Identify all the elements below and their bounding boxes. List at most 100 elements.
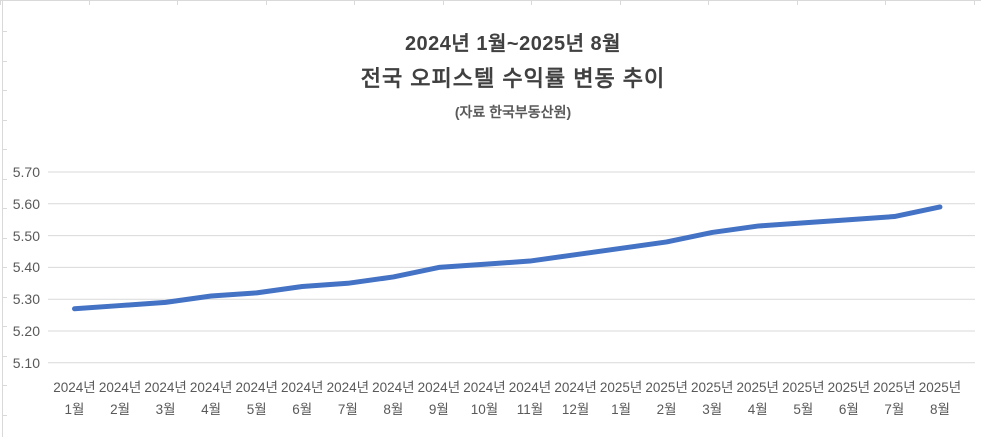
chart-source-note: (자료 한국부동산원) xyxy=(454,104,572,120)
x-axis-label-month: 4월 xyxy=(747,402,768,417)
x-axis-label: 2025년 4월 xyxy=(732,377,784,421)
worksheet-left-edge-gridline xyxy=(2,0,7,437)
worksheet-row-tick xyxy=(2,61,7,62)
x-axis-label: 2024년 12월 xyxy=(550,377,602,421)
worksheet-row-tick xyxy=(2,120,7,121)
x-axis-label-year: 2024년 xyxy=(508,380,552,395)
worksheet-row-tick xyxy=(2,415,7,416)
x-axis-label-month: 1월 xyxy=(611,402,632,417)
x-axis-label: 2025년 5월 xyxy=(777,377,829,421)
worksheet-top-edge-gridline xyxy=(0,0,981,5)
x-axis-label-month: 8월 xyxy=(383,402,404,417)
x-axis-label-month: 10월 xyxy=(470,402,499,417)
worksheet-column-tick xyxy=(974,0,975,5)
x-axis-label-month: 2월 xyxy=(656,402,677,417)
x-axis-label-month: 5월 xyxy=(793,402,814,417)
worksheet-column-tick xyxy=(89,0,90,5)
x-axis-label: 2025년 7월 xyxy=(868,377,920,421)
x-axis-label-year: 2025년 xyxy=(873,380,916,395)
x-axis-label-month: 2월 xyxy=(110,402,131,417)
y-axis-tick-label: 5.20 xyxy=(12,323,40,339)
y-axis-tick-label: 5.70 xyxy=(12,164,40,180)
chart-title-period: 2024년 1월~2025년 8월 xyxy=(404,33,622,55)
y-axis-tick-label: 5.10 xyxy=(12,354,40,371)
worksheet-row-tick xyxy=(2,31,7,32)
x-axis-label-month: 9월 xyxy=(428,402,449,417)
x-axis-label-year: 2024년 xyxy=(53,380,96,395)
worksheet-column-tick xyxy=(177,0,178,5)
x-axis-label-year: 2024년 xyxy=(189,380,233,395)
worksheet-column-tick xyxy=(266,0,267,5)
x-axis-label-year: 2024년 xyxy=(417,380,461,395)
x-axis-label-month: 1월 xyxy=(64,402,85,417)
x-axis-label: 2024년 5월 xyxy=(231,377,283,421)
x-axis-label: 2025년 2월 xyxy=(641,377,693,421)
x-axis-label-month: 7월 xyxy=(337,402,358,417)
x-axis-label-month: 6월 xyxy=(838,402,859,417)
gridlines xyxy=(48,171,975,364)
x-axis-label-year: 2025년 xyxy=(645,380,688,395)
x-axis-label-month: 4월 xyxy=(201,402,222,417)
y-axis-tick-label: 5.50 xyxy=(12,227,40,244)
x-axis-label: 2024년 7월 xyxy=(322,377,374,421)
worksheet-column-tick xyxy=(354,0,355,5)
worksheet-column-tick xyxy=(708,0,709,5)
x-axis-label-year: 2024년 xyxy=(554,380,597,395)
worksheet-row-tick xyxy=(2,356,7,357)
worksheet-column-tick xyxy=(797,0,798,5)
x-axis-label-month: 5월 xyxy=(246,402,267,417)
x-axis-label-year: 2024년 xyxy=(144,380,187,395)
x-axis-label: 2024년 1월 xyxy=(49,377,101,421)
x-axis-label: 2025년 3월 xyxy=(686,377,738,421)
x-axis-label-year: 2024년 xyxy=(98,380,142,395)
x-axis-label-month: 3월 xyxy=(702,402,723,417)
x-axis-label-month: 8월 xyxy=(929,402,950,417)
chart-title-main: 전국 오피스텔 수익률 변동 추이 xyxy=(360,66,666,91)
x-axis-label-year: 2025년 xyxy=(736,380,779,395)
x-axis-label-year: 2025년 xyxy=(599,380,643,395)
worksheet-row-tick xyxy=(2,208,7,209)
x-axis-label-year: 2024년 xyxy=(372,380,415,395)
x-axis-label: 2024년 3월 xyxy=(140,377,192,421)
worksheet-row-tick xyxy=(2,179,7,180)
worksheet-column-tick xyxy=(885,0,886,5)
x-axis-label: 2024년 11월 xyxy=(504,377,556,421)
worksheet-column-tick xyxy=(443,0,444,5)
x-axis-label: 2024년 10월 xyxy=(458,377,510,421)
worksheet-column-tick xyxy=(531,0,532,5)
worksheet-row-tick xyxy=(2,238,7,239)
x-axis-label-year: 2024년 xyxy=(281,380,324,395)
x-axis-label: 2025년 6월 xyxy=(823,377,875,421)
y-axis-tick-label: 5.40 xyxy=(12,259,40,276)
y-axis-tick-label: 5.60 xyxy=(12,195,40,212)
worksheet-row-tick xyxy=(2,326,7,327)
x-axis-label-year: 2025년 xyxy=(827,380,871,395)
x-axis-label-month: 6월 xyxy=(292,402,313,417)
x-axis-label: 2024년 8월 xyxy=(367,377,419,421)
x-axis-label: 2024년 6월 xyxy=(276,377,328,421)
x-axis-label: 2024년 4월 xyxy=(185,377,237,421)
x-axis-label: 2024년 2월 xyxy=(94,377,146,421)
x-axis-label: 2025년 1월 xyxy=(595,377,647,421)
x-axis-label-year: 2024년 xyxy=(235,380,278,395)
yield-rate-line-series xyxy=(72,204,943,312)
x-axis-label-year: 2025년 xyxy=(690,380,734,395)
x-axis-label-year: 2024년 xyxy=(326,380,370,395)
worksheet-column-tick xyxy=(620,0,621,5)
x-axis-label-year: 2024년 xyxy=(463,380,506,395)
worksheet-column-tick xyxy=(0,0,1,5)
x-axis-label-month: 11월 xyxy=(516,402,544,417)
worksheet-row-tick xyxy=(2,297,7,298)
x-axis-label-month: 3월 xyxy=(155,402,176,417)
x-axis-label-month: 7월 xyxy=(884,402,905,417)
y-axis-tick-label: 5.30 xyxy=(12,291,40,308)
x-axis-label: 2025년 8월 xyxy=(914,377,966,421)
x-axis-label-year: 2025년 xyxy=(782,380,825,395)
x-axis-label-month: 12월 xyxy=(561,402,590,417)
x-axis-label: 2024년 9월 xyxy=(413,377,465,421)
worksheet-row-tick xyxy=(2,90,7,91)
worksheet-row-tick xyxy=(2,385,7,386)
x-axis-label-year: 2025년 xyxy=(918,380,962,395)
